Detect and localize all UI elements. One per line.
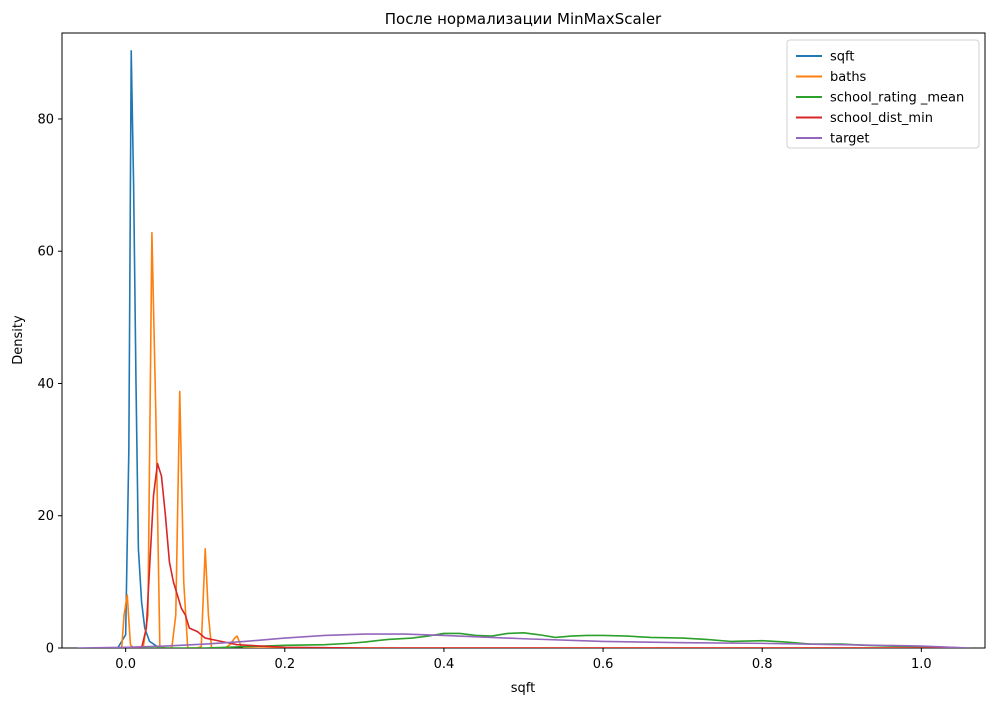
x-tick-label: 0.8 — [752, 657, 773, 672]
y-tick-label: 40 — [37, 377, 54, 392]
y-axis-label: Density — [11, 315, 26, 365]
y-tick-label: 0 — [46, 642, 54, 657]
series-line-baths — [120, 231, 922, 648]
x-tick-label: 0.4 — [434, 657, 455, 672]
y-tick-label: 20 — [37, 509, 54, 524]
x-tick-label: 0.0 — [115, 657, 136, 672]
x-tick-label: 0.2 — [274, 657, 295, 672]
legend-entry: baths — [830, 70, 867, 85]
series-line-school-dist-min — [125, 462, 962, 648]
y-axis: 0 20 40 60 80 — [37, 112, 62, 657]
legend-entry: school_dist_min — [830, 111, 933, 126]
legend-entry: sqft — [830, 50, 854, 65]
x-tick-label: 0.6 — [593, 657, 614, 672]
legend-box — [786, 39, 980, 149]
x-tick-label: 1.0 — [911, 657, 932, 672]
y-tick-label: 60 — [37, 245, 54, 260]
legend-entry: school_rating _mean — [830, 91, 964, 106]
x-axis: 0.0 0.2 0.4 0.6 0.8 1.0 — [115, 648, 932, 672]
legend-entry: target — [830, 132, 870, 147]
series-line-sqft — [117, 50, 166, 648]
series-line-target — [77, 633, 970, 648]
series-layer — [77, 50, 970, 648]
chart-title: После нормализации MinMaxScaler — [385, 10, 662, 28]
y-tick-label: 80 — [37, 112, 54, 127]
legend: sqft baths school_rating _mean school_dist_… — [786, 39, 980, 149]
x-axis-label: sqft — [511, 681, 535, 696]
